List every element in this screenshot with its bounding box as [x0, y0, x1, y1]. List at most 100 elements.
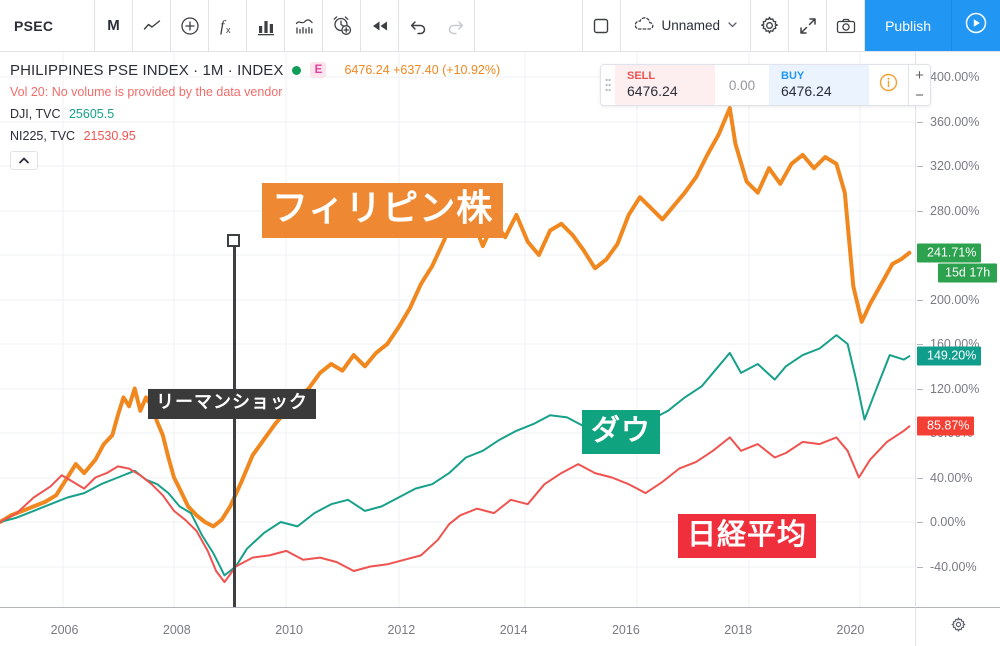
time-tick-label: 2014: [499, 623, 528, 637]
series-line: [0, 106, 912, 529]
save-layout-button[interactable]: [582, 0, 621, 51]
buy-sell-widget[interactable]: SELL 6476.24 0.00 BUY 6476.24 + −: [600, 64, 931, 106]
symbol-label: PSEC: [14, 17, 54, 34]
drag-grip-icon[interactable]: [601, 65, 615, 105]
legend-compare-nikkei-name: NI225, TVC: [10, 129, 76, 143]
legend-compare-dji[interactable]: DJI, TVC 25605.5: [10, 107, 500, 121]
price-tick-label: 0.00%: [930, 515, 966, 529]
volume-note: Vol 20: No volume is provided by the dat…: [10, 85, 283, 99]
redo-arrow-icon: [446, 16, 466, 36]
buy-button[interactable]: BUY 6476.24: [769, 65, 869, 105]
square-icon: [591, 16, 611, 36]
chart-gridlines: [0, 52, 915, 607]
price-tick-label: 200.00%: [930, 292, 980, 307]
publish-button[interactable]: Publish: [865, 0, 952, 51]
rewind-icon: [370, 16, 390, 36]
decrease-button[interactable]: −: [915, 86, 924, 104]
legend-collapse-button[interactable]: [10, 151, 38, 170]
price-badge-dji[interactable]: 149.20%: [917, 346, 982, 366]
price-tick-mark: [917, 210, 923, 212]
expand-icon: [798, 16, 818, 36]
interval-label: M: [107, 17, 120, 34]
time-tick-label: 2012: [387, 623, 416, 637]
increase-button[interactable]: +: [915, 66, 924, 84]
symbol-search-button[interactable]: PSEC: [0, 0, 95, 51]
legend-title-row[interactable]: PHILIPPINES PSE INDEX · 1M · INDEX E 647…: [10, 60, 500, 80]
bar-replay-button[interactable]: [361, 0, 399, 51]
play-circle-icon: [963, 10, 989, 41]
layout-select[interactable]: Unnamed: [621, 0, 752, 51]
price-tick-mark: [917, 388, 923, 390]
price-tick-mark: [917, 566, 923, 568]
snapshot-button[interactable]: [827, 0, 866, 51]
info-circle-icon: [878, 72, 899, 98]
annotation-lehman-shock[interactable]: リーマンショック: [148, 389, 316, 419]
annotation-philippine-stocks[interactable]: フィリピン株: [262, 183, 504, 238]
indicator-templates-button[interactable]: [285, 0, 323, 51]
legend-compare-dji-value: 25605.5: [68, 107, 115, 121]
sell-button[interactable]: SELL 6476.24: [615, 65, 715, 105]
svg-text:f: f: [220, 18, 227, 35]
play-button[interactable]: [952, 0, 1000, 51]
interval-button[interactable]: M: [95, 0, 133, 51]
price-tick-label: 400.00%: [930, 70, 980, 84]
chevron-down-icon: [727, 18, 738, 33]
chart-series-lines: [0, 106, 912, 584]
legend-compare-nikkei[interactable]: NI225, TVC 21530.95: [10, 129, 500, 143]
undo-button[interactable]: [399, 0, 437, 51]
series-line: [0, 425, 911, 584]
publish-label: Publish: [885, 17, 931, 34]
info-button[interactable]: [869, 65, 908, 105]
price-tick-label: -40.00%: [930, 559, 977, 574]
exchange-badge: E: [310, 62, 327, 78]
chart-style-button[interactable]: [133, 0, 171, 51]
price-tick-mark: [917, 299, 923, 301]
buy-price: 6476.24: [781, 82, 832, 99]
chart-plot-area[interactable]: フィリピン株 リーマンショック ダウ 日経平均: [0, 52, 915, 607]
price-badge-psei[interactable]: 241.71%: [917, 243, 982, 263]
price-tick-label: 280.00%: [930, 203, 980, 218]
wave-bars-icon: [294, 16, 314, 36]
plus-circle-icon: [179, 15, 201, 37]
green-dot-icon: [292, 65, 302, 75]
price-tick-label: 120.00%: [930, 381, 980, 396]
legend-compare-dji-name: DJI, TVC: [10, 107, 61, 121]
chart-settings-button[interactable]: [751, 0, 790, 51]
cloud-dashed-icon: [633, 16, 655, 35]
legend-quote: 6476.24 +637.40 (+10.92%): [344, 63, 501, 77]
annotation-dow[interactable]: ダウ: [582, 410, 661, 454]
price-tick-mark: [917, 522, 923, 523]
alarm-plus-icon: [331, 15, 352, 36]
time-tick-label: 2010: [275, 623, 303, 637]
time-tick-label: 2016: [611, 623, 640, 637]
spread-value: 0.00: [715, 65, 769, 105]
axis-settings-button[interactable]: [915, 607, 1000, 646]
series-line: [0, 334, 911, 577]
price-axis[interactable]: 400.00%360.00%320.00%280.00%240.00%200.0…: [915, 52, 1000, 607]
toolbar-spacer: [475, 0, 583, 51]
fullscreen-button[interactable]: [789, 0, 828, 51]
gear-icon: [759, 15, 780, 36]
price-badge-nikkei[interactable]: 85.87%: [917, 416, 975, 436]
time-axis[interactable]: 2006 2008 2010 2012 2014 2016 2018 2020: [0, 607, 915, 646]
redo-button[interactable]: [437, 0, 475, 51]
compare-button[interactable]: [171, 0, 209, 51]
time-tick-label: 2006: [50, 623, 79, 637]
line-chart-icon: [142, 16, 162, 36]
annotation-nikkei[interactable]: 日経平均: [678, 514, 817, 558]
vertical-line-tool[interactable]: [233, 240, 236, 607]
sell-price: 6476.24: [627, 82, 678, 99]
price-tick-label: 40.00%: [930, 470, 973, 485]
chart-legend: PHILIPPINES PSE INDEX · 1M · INDEX E 647…: [10, 60, 500, 170]
page-title: PHILIPPINES PSE INDEX · 1M · INDEX: [10, 61, 284, 79]
price-tick-mark: [917, 166, 923, 167]
time-tick-label: 2008: [162, 623, 191, 637]
time-tick-label: 2018: [724, 623, 753, 637]
order-qty-stepper[interactable]: + −: [908, 65, 930, 105]
financials-button[interactable]: [247, 0, 285, 51]
countdown-badge: 15d 17h: [938, 263, 998, 283]
alerts-button[interactable]: [323, 0, 361, 51]
vertical-line-handle-top[interactable]: [227, 234, 240, 247]
